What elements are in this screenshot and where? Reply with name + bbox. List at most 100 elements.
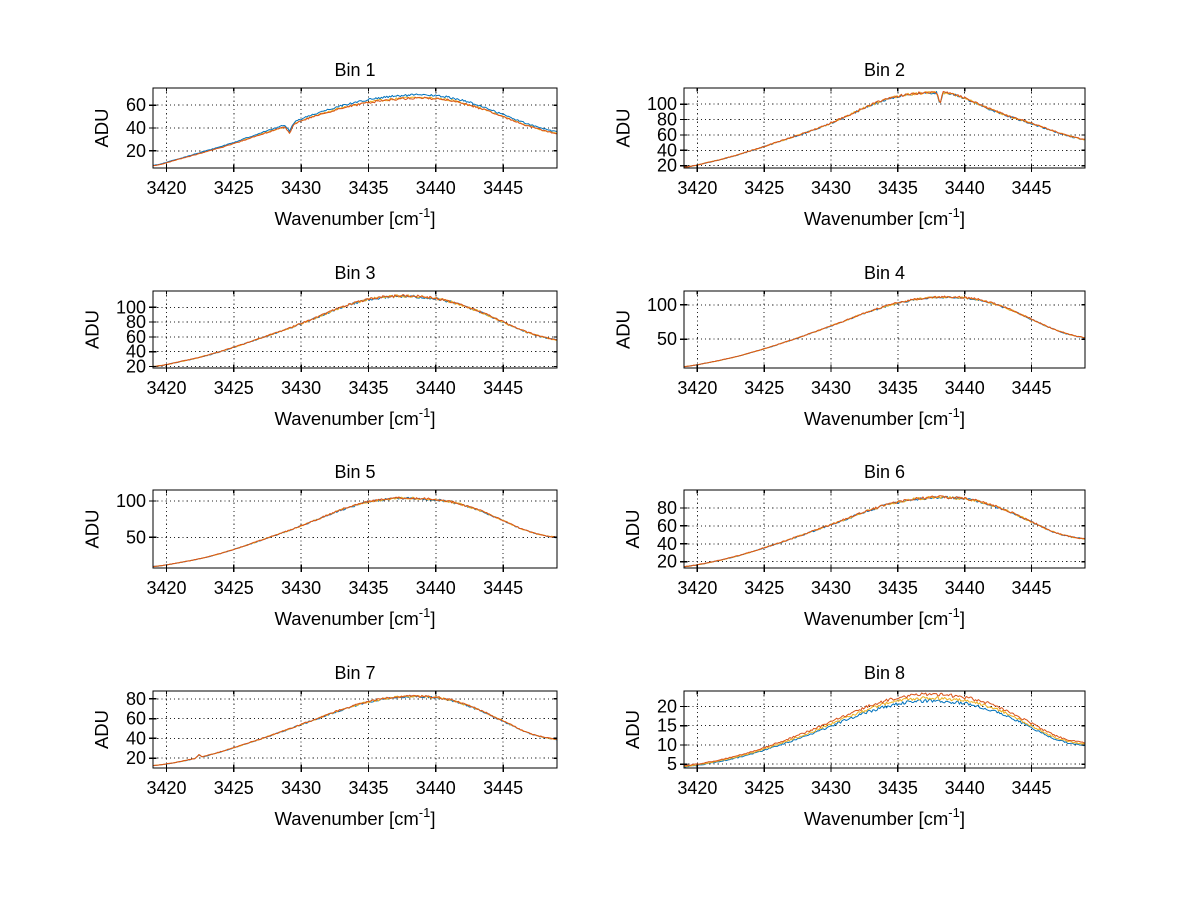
series-line-trace-blue	[684, 495, 1085, 568]
x-tick-label: 3430	[811, 178, 851, 198]
x-tick-label: 3430	[281, 578, 321, 598]
x-tick-label: 3435	[878, 178, 918, 198]
x-tick-label: 3420	[146, 778, 186, 798]
series-line-trace-yellow	[684, 696, 1085, 768]
axes-box	[152, 290, 558, 369]
y-tick-label: 20	[126, 141, 146, 161]
y-tick-label: 20	[126, 357, 146, 377]
x-axis-label: Wavenumber [cm-1]	[275, 205, 436, 229]
x-axis-label: Wavenumber [cm-1]	[275, 605, 436, 629]
axes-box	[152, 690, 558, 769]
y-tick-label: 20	[657, 156, 677, 176]
y-tick-label: 100	[116, 491, 146, 511]
y-tick-label: 50	[657, 329, 677, 349]
y-tick-label: 40	[126, 728, 146, 748]
y-axis-label: ADU	[91, 108, 112, 147]
x-tick-label: 3435	[878, 378, 918, 398]
subplot-title: Bin 6	[864, 462, 905, 482]
x-axis-label: Wavenumber [cm-1]	[804, 605, 965, 629]
x-tick-label: 3445	[1012, 178, 1052, 198]
y-tick-label: 20	[126, 748, 146, 768]
y-tick-label: 80	[657, 498, 677, 518]
series-line-trace-yellow	[684, 495, 1085, 568]
x-tick-label: 3425	[744, 578, 784, 598]
y-tick-label: 100	[647, 295, 677, 315]
x-axis-label: Wavenumber [cm-1]	[804, 405, 965, 429]
x-tick-label: 3420	[677, 578, 717, 598]
y-tick-label: 60	[126, 709, 146, 729]
x-tick-label: 3425	[744, 378, 784, 398]
grid-lines	[153, 88, 557, 168]
x-tick-label: 3430	[281, 178, 321, 198]
x-tick-label: 3435	[878, 778, 918, 798]
x-tick-label: 3435	[878, 578, 918, 598]
y-tick-label: 40	[657, 534, 677, 554]
series-line-trace-yellow	[153, 694, 557, 767]
x-tick-label: 3440	[945, 378, 985, 398]
x-tick-label: 3440	[416, 778, 456, 798]
x-tick-label: 3430	[811, 578, 851, 598]
y-tick-label: 20	[657, 696, 677, 716]
x-tick-label: 3420	[146, 378, 186, 398]
x-tick-label: 3440	[416, 578, 456, 598]
x-tick-label: 3435	[348, 578, 388, 598]
series-line-trace-blue	[153, 496, 557, 567]
y-tick-label: 80	[126, 312, 146, 332]
grid-lines	[153, 691, 557, 768]
subplot-bin-4: Bin 4 50 100 3420 3425 3430 3435 3440 3445 Wavenu…	[613, 263, 1086, 429]
y-tick-label: 40	[657, 140, 677, 160]
y-tick-label: 50	[126, 527, 146, 547]
y-tick-label: 60	[126, 327, 146, 347]
y-tick-label: 10	[657, 735, 677, 755]
axes-box	[683, 290, 1086, 369]
y-axis-label: ADU	[82, 310, 103, 349]
y-axis-label: ADU	[91, 710, 112, 749]
y-tick-label: 60	[657, 516, 677, 536]
series-line-trace-orange	[684, 295, 1085, 368]
subplot-title: Bin 1	[334, 60, 375, 80]
series-line-trace-orange	[153, 294, 557, 368]
x-axis-label: Wavenumber [cm-1]	[804, 205, 965, 229]
axes-box	[683, 489, 1086, 569]
subplot-bin-1: Bin 1 20 40 60 3420 3425 3430 3435 3440 3445 Waven…	[91, 60, 558, 229]
x-tick-label: 3445	[483, 178, 523, 198]
grid-lines	[684, 291, 1085, 368]
x-tick-label: 3420	[146, 578, 186, 598]
series-line-trace-yellow	[153, 294, 557, 367]
x-tick-label: 3435	[348, 378, 388, 398]
y-axis-label: ADU	[622, 710, 643, 749]
x-tick-label: 3440	[945, 778, 985, 798]
subplot-title: Bin 3	[334, 263, 375, 283]
x-tick-label: 3445	[1012, 778, 1052, 798]
x-tick-label: 3425	[744, 178, 784, 198]
subplot-title: Bin 7	[334, 663, 375, 683]
x-tick-label: 3425	[214, 178, 254, 198]
axes-box	[683, 87, 1086, 169]
y-tick-label: 60	[657, 125, 677, 145]
y-axis-label: ADU	[613, 108, 634, 147]
y-tick-label: 40	[126, 118, 146, 138]
x-tick-label: 3420	[677, 178, 717, 198]
x-tick-label: 3440	[945, 178, 985, 198]
x-tick-label: 3445	[483, 378, 523, 398]
series-line-trace-orange	[153, 96, 557, 167]
y-tick-label: 60	[126, 95, 146, 115]
x-tick-label: 3440	[945, 578, 985, 598]
x-tick-label: 3440	[416, 378, 456, 398]
y-tick-label: 80	[657, 110, 677, 130]
grid-lines	[153, 490, 557, 568]
series-line-trace-orange	[153, 496, 557, 568]
x-tick-label: 3420	[677, 378, 717, 398]
y-tick-label: 100	[647, 94, 677, 114]
x-tick-label: 3445	[483, 778, 523, 798]
x-tick-label: 3430	[811, 778, 851, 798]
y-axis-label: ADU	[613, 310, 634, 349]
series-line-trace-blue	[153, 294, 557, 367]
x-axis-label: Wavenumber [cm-1]	[275, 805, 436, 829]
